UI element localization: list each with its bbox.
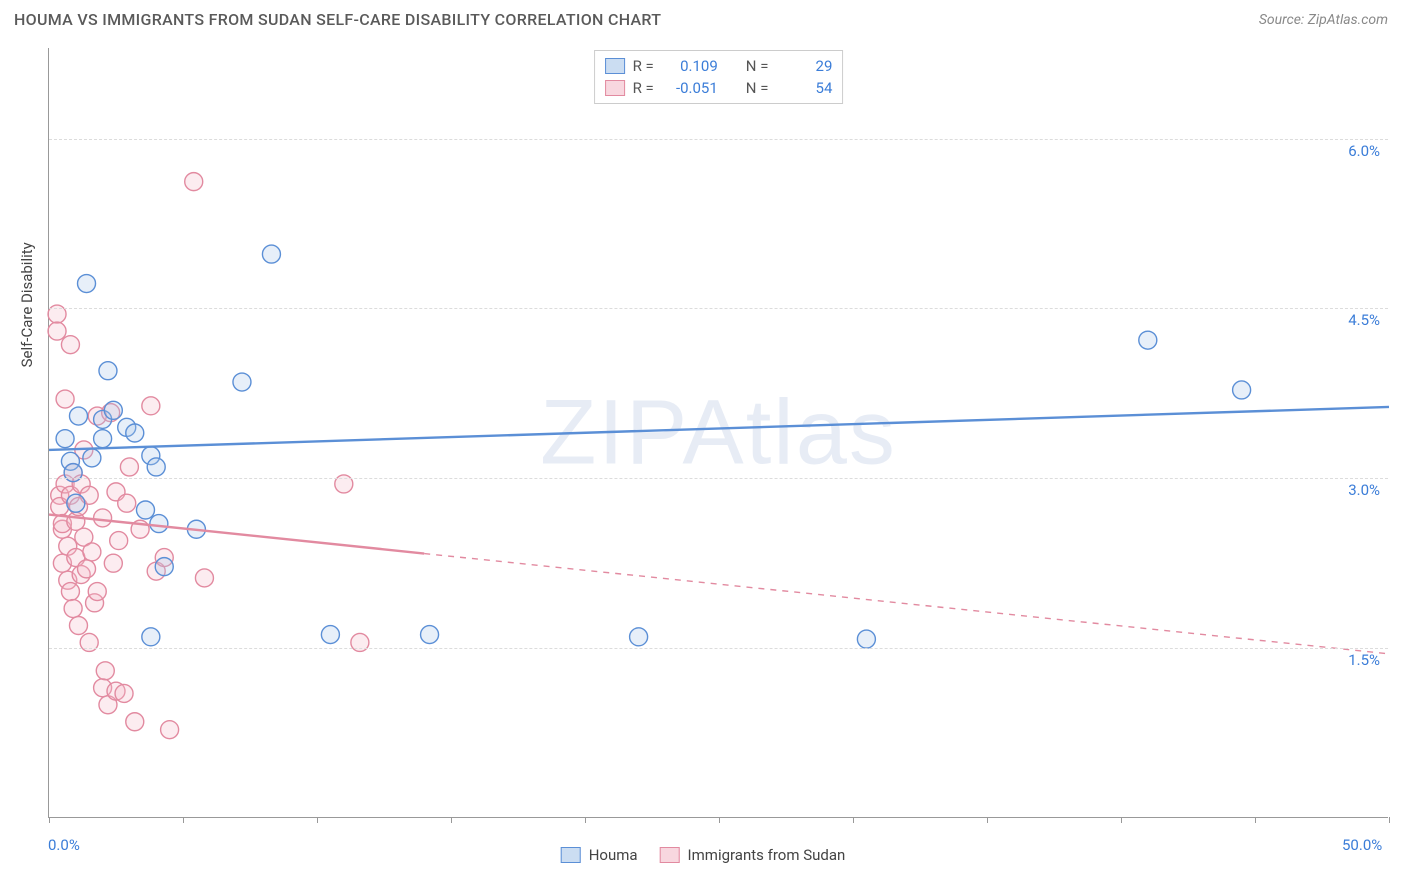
regression-line-sudan	[49, 515, 424, 554]
legend-n-label: N =	[746, 57, 769, 75]
x-tick	[853, 817, 854, 823]
x-tick	[1389, 817, 1390, 823]
y-tick-label: 1.5%	[1348, 651, 1380, 669]
data-point-houma	[78, 275, 96, 293]
data-point-houma	[421, 626, 439, 644]
legend-swatch-houma	[605, 58, 625, 74]
data-point-houma	[56, 430, 74, 448]
data-point-sudan	[120, 458, 138, 476]
gridline	[49, 648, 1388, 649]
y-tick-label: 6.0%	[1348, 142, 1380, 160]
data-point-houma	[136, 501, 154, 519]
data-point-sudan	[161, 721, 179, 739]
legend-swatch-houma	[561, 847, 581, 863]
gridline	[49, 478, 1388, 479]
x-tick	[719, 817, 720, 823]
y-tick-label: 3.0%	[1348, 481, 1380, 499]
data-point-sudan	[104, 554, 122, 572]
legend-swatch-sudan	[605, 80, 625, 96]
data-point-sudan	[126, 713, 144, 731]
data-point-houma	[67, 494, 85, 512]
data-point-houma	[262, 245, 280, 263]
data-point-sudan	[61, 336, 79, 354]
data-point-houma	[104, 401, 122, 419]
data-point-sudan	[115, 684, 133, 702]
y-tick-label: 4.5%	[1348, 311, 1380, 329]
gridline	[49, 308, 1388, 309]
data-point-sudan	[78, 560, 96, 578]
data-point-houma	[1139, 331, 1157, 349]
data-point-sudan	[83, 543, 101, 561]
x-tick	[451, 817, 452, 823]
legend-top-row-houma: R = 0.109 N = 29	[605, 55, 833, 77]
legend-r-label: R =	[633, 79, 654, 97]
data-point-sudan	[185, 173, 203, 191]
data-point-houma	[99, 362, 117, 380]
chart-title: HOUMA VS IMMIGRANTS FROM SUDAN SELF-CARE…	[14, 10, 661, 29]
legend-r-value-sudan: -0.051	[662, 79, 718, 97]
legend-item-sudan: Immigrants from Sudan	[660, 846, 846, 864]
x-min-label: 0.0%	[48, 836, 80, 854]
legend-n-value-houma: 29	[776, 57, 832, 75]
scatter-plot-svg	[49, 48, 1388, 817]
data-point-sudan	[56, 390, 74, 408]
x-max-label: 50.0%	[1342, 836, 1382, 854]
legend-n-value-sudan: 54	[776, 79, 832, 97]
x-tick	[49, 817, 50, 823]
legend-label-houma: Houma	[589, 846, 638, 864]
regression-line-sudan-dashed	[424, 554, 1389, 654]
data-point-houma	[94, 430, 112, 448]
data-point-houma	[233, 373, 251, 391]
data-point-houma	[126, 424, 144, 442]
data-point-sudan	[96, 662, 114, 680]
legend-n-label: N =	[746, 79, 769, 97]
x-tick	[183, 817, 184, 823]
data-point-houma	[83, 449, 101, 467]
legend-series: Houma Immigrants from Sudan	[561, 832, 846, 878]
x-tick	[1121, 817, 1122, 823]
y-axis-title: Self-Care Disability	[18, 242, 36, 367]
legend-item-houma: Houma	[561, 846, 638, 864]
data-point-houma	[1233, 381, 1251, 399]
legend-correlation-box: R = 0.109 N = 29 R = -0.051 N = 54	[594, 50, 844, 104]
data-point-houma	[147, 458, 165, 476]
x-tick	[317, 817, 318, 823]
data-point-houma	[150, 515, 168, 533]
legend-r-value-houma: 0.109	[662, 57, 718, 75]
data-point-sudan	[110, 532, 128, 550]
source-label: Source: ZipAtlas.com	[1259, 12, 1388, 28]
data-point-sudan	[118, 494, 136, 512]
data-point-sudan	[88, 583, 106, 601]
data-point-houma	[630, 628, 648, 646]
legend-swatch-sudan	[660, 847, 680, 863]
data-point-houma	[857, 630, 875, 648]
data-point-houma	[321, 626, 339, 644]
data-point-houma	[155, 558, 173, 576]
data-point-sudan	[142, 397, 160, 415]
legend-top-row-sudan: R = -0.051 N = 54	[605, 77, 833, 99]
data-point-sudan	[94, 509, 112, 527]
regression-line-houma	[49, 407, 1389, 450]
data-point-houma	[142, 628, 160, 646]
data-point-houma	[69, 407, 87, 425]
legend-label-sudan: Immigrants from Sudan	[688, 846, 846, 864]
data-point-sudan	[48, 322, 66, 340]
x-tick	[1255, 817, 1256, 823]
x-tick	[987, 817, 988, 823]
x-tick	[585, 817, 586, 823]
gridline	[49, 139, 1388, 140]
data-point-sudan	[195, 569, 213, 587]
data-point-sudan	[61, 583, 79, 601]
data-point-sudan	[69, 617, 87, 635]
data-point-sudan	[64, 600, 82, 618]
chart-plot-area: ZIPAtlas R =0.109N =29R =-0.051N =54 1.5…	[48, 48, 1388, 818]
legend-r-label: R =	[633, 57, 654, 75]
